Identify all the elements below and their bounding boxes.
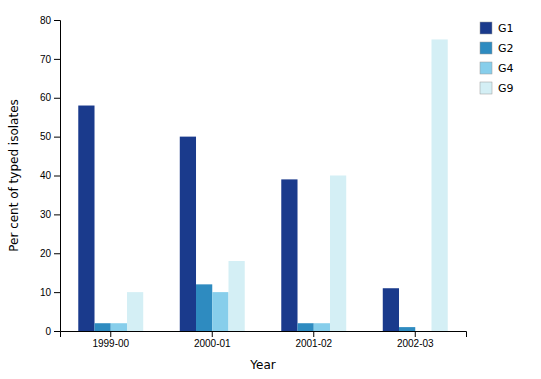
legend-swatch	[480, 82, 492, 94]
tick-label: 30	[40, 209, 52, 220]
y-axis: 0 10 20 30 40 50 60 70 80	[40, 15, 61, 337]
tick: 20	[40, 248, 60, 259]
legend: G1 G2 G4 G9	[480, 22, 514, 95]
chart: 0 10 20 30 40 50 60 70 80 1999-00 2000-01 2001-02 20…	[0, 0, 541, 379]
bar	[127, 292, 143, 331]
tick-label: 0	[45, 326, 51, 337]
plot: 0 10 20 30 40 50 60 70 80 1999-00 2000-01 2001-02 20…	[7, 15, 514, 372]
legend-item: G2	[480, 42, 514, 55]
series	[111, 292, 330, 331]
tick-mark	[54, 59, 60, 60]
x-axis: 1999-00 2000-01 2001-02 2002-03	[61, 331, 467, 349]
legend-swatch	[480, 42, 492, 54]
x-axis-title: Year	[249, 358, 275, 372]
tick-mark	[212, 331, 213, 337]
bar	[78, 106, 94, 331]
tick-label: 20	[40, 248, 52, 259]
axis-line	[54, 21, 61, 332]
tick-mark	[54, 98, 60, 99]
series	[78, 106, 399, 331]
tick: 2002-03	[397, 331, 434, 349]
bar	[415, 331, 431, 332]
legend-label: G4	[498, 62, 514, 75]
bar	[383, 288, 399, 331]
tick-mark	[54, 214, 60, 215]
legend-label: G2	[498, 42, 514, 55]
tick-label: 10	[40, 287, 52, 298]
tick-label: 2001-02	[295, 338, 332, 349]
tick: 80	[40, 15, 60, 26]
tick-label: 40	[40, 170, 52, 181]
tick-mark	[415, 331, 416, 337]
tick: 0	[45, 326, 60, 337]
series	[127, 39, 448, 331]
legend-item: G4	[480, 62, 514, 75]
tick: 30	[40, 209, 60, 220]
tick-mark	[54, 253, 60, 254]
tick: 10	[40, 287, 60, 298]
bars	[78, 39, 447, 331]
legend-swatch	[480, 62, 492, 74]
bar	[431, 39, 447, 331]
tick: 70	[40, 54, 60, 65]
legend-label: G1	[498, 22, 514, 35]
bar	[399, 327, 415, 331]
tick: 50	[40, 131, 60, 142]
axis-line	[61, 332, 467, 338]
tick-label: 2002-03	[397, 338, 434, 349]
tick-label: 60	[40, 92, 52, 103]
tick-mark	[54, 176, 60, 177]
tick: 2001-02	[295, 331, 332, 349]
tick-label: 50	[40, 131, 52, 142]
tick: 2000-01	[194, 331, 231, 349]
tick-label: 1999-00	[92, 338, 129, 349]
tick: 40	[40, 170, 60, 181]
legend-swatch	[480, 22, 492, 34]
tick-label: 80	[40, 15, 52, 26]
bar	[180, 137, 196, 331]
legend-item: G1	[480, 22, 514, 35]
tick-mark	[54, 20, 60, 21]
bar	[111, 323, 127, 331]
tick: 1999-00	[92, 331, 129, 349]
bar	[314, 323, 330, 331]
bar	[330, 176, 346, 332]
bar	[281, 179, 297, 331]
bar	[298, 323, 314, 331]
legend-item: G9	[480, 82, 514, 95]
legend-label: G9	[498, 82, 514, 95]
tick-label: 2000-01	[194, 338, 231, 349]
bar	[196, 284, 212, 331]
tick-label: 70	[40, 54, 52, 65]
bar	[95, 323, 111, 331]
series	[95, 284, 416, 331]
tick-mark	[54, 137, 60, 138]
bar	[228, 261, 244, 331]
tick: 60	[40, 92, 60, 103]
tick-mark	[54, 292, 60, 293]
tick-mark	[313, 331, 314, 337]
bar	[212, 292, 228, 331]
tick-mark	[110, 331, 111, 337]
y-axis-title: Per cent of typed isolates	[7, 99, 21, 252]
tick-mark	[54, 331, 60, 332]
